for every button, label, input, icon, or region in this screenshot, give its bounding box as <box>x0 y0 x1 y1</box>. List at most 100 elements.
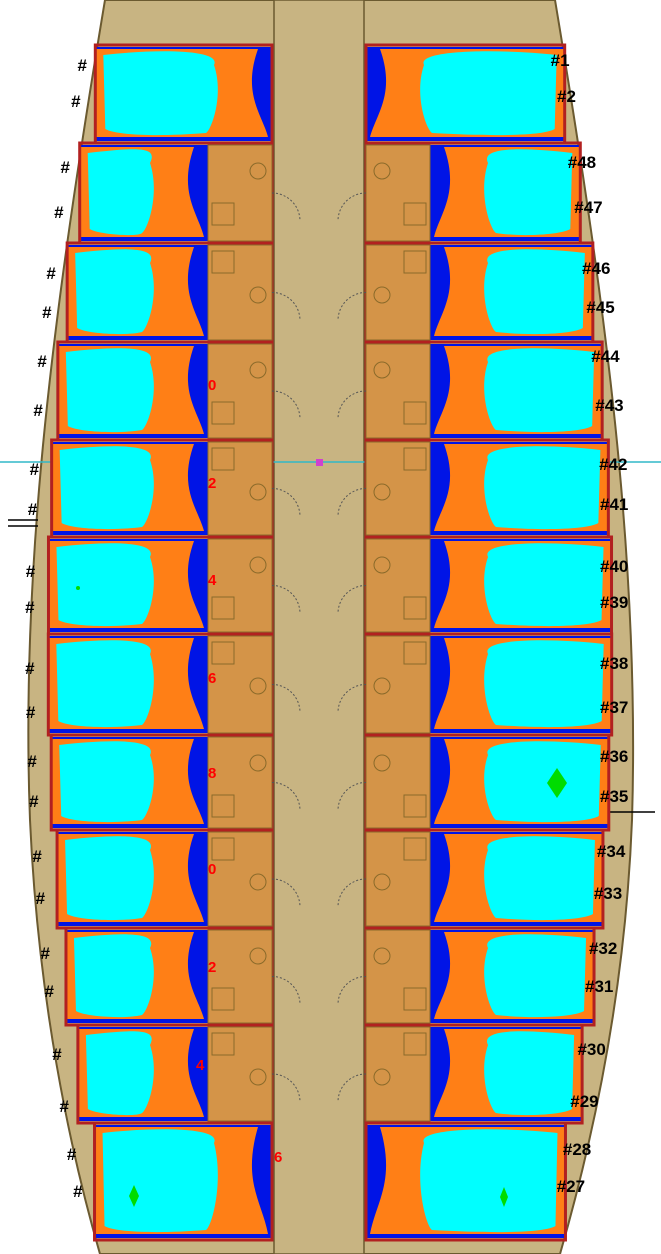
toilet-right <box>373 483 391 501</box>
red-section-number: 2 <box>208 475 216 492</box>
left-room-label: # <box>59 1097 69 1116</box>
toilet-left <box>249 483 267 501</box>
toilet-left <box>249 361 267 379</box>
room-number-label: #44 <box>591 347 620 366</box>
room-number-label: #30 <box>577 1040 605 1059</box>
door-swing-left <box>271 585 301 614</box>
shower-left <box>211 987 235 1011</box>
shower-right <box>403 794 427 818</box>
left-room-label: # <box>28 500 38 519</box>
door-swing-right <box>337 878 367 908</box>
door-swing-right <box>337 192 367 222</box>
left-room-label: # <box>73 1182 83 1201</box>
room-number-label: #31 <box>585 977 613 996</box>
room-number-label: #45 <box>586 298 614 317</box>
shower-right <box>403 250 427 274</box>
bathroom-right <box>365 244 431 341</box>
room-number-label: #27 <box>557 1177 585 1196</box>
door-swing-left <box>271 976 301 1005</box>
bathroom-right <box>365 929 431 1024</box>
cabin-right-zone-cyan <box>484 348 595 433</box>
shower-left <box>211 596 235 620</box>
cabin-right-zone-cyan <box>484 543 604 627</box>
red-section-number: 4 <box>208 572 217 589</box>
room-number-label: #48 <box>568 153 596 172</box>
room-number-label: #36 <box>600 747 628 766</box>
shower-right <box>403 1032 427 1056</box>
door-swing-left <box>271 192 301 222</box>
room-number-label: #2 <box>557 87 576 106</box>
room-number-label: #47 <box>574 198 602 217</box>
left-room-label: # <box>30 460 40 479</box>
room-number-label: #35 <box>600 787 628 806</box>
room-number-label: #28 <box>563 1140 591 1159</box>
toilet-right <box>373 677 391 695</box>
shower-left <box>211 1032 235 1056</box>
door-swing-right <box>337 976 367 1005</box>
toilet-left <box>249 754 267 772</box>
bathroom-right <box>365 441 431 536</box>
toilet-right <box>373 361 391 379</box>
cabin-right-zone-cyan <box>484 1031 575 1116</box>
cabin-left-zone-cyan <box>87 149 154 236</box>
door-swing-right <box>337 488 367 517</box>
room-number-label: #32 <box>589 939 617 958</box>
bathroom-left <box>207 635 273 734</box>
door-swing-right <box>337 1073 367 1103</box>
bathroom-right <box>365 736 431 829</box>
cabin-left-wall <box>93 1121 274 1242</box>
cabin-right-zone-cyan <box>420 1129 558 1233</box>
toilet-right <box>373 873 391 891</box>
bathroom-right <box>365 343 431 439</box>
cabin-left-zone-cyan <box>75 249 154 335</box>
left-room-label: # <box>37 352 47 371</box>
door-swing-right <box>337 585 367 614</box>
green-dot <box>76 586 80 590</box>
cabin-right-zone-cyan <box>484 836 595 921</box>
toilet-right <box>373 556 391 574</box>
room-number-label: #41 <box>600 495 628 514</box>
door-swing-right <box>337 390 367 420</box>
bathroom-right <box>365 831 431 927</box>
toilet-left <box>249 873 267 891</box>
toilet-left <box>249 286 267 304</box>
door-swing-left <box>271 292 301 321</box>
cabin-left-zone-cyan <box>59 446 154 530</box>
door-swing-right <box>337 292 367 321</box>
cabin-left-zone-cyan <box>59 741 154 823</box>
left-room-label: # <box>26 703 36 722</box>
bathroom-left <box>207 144 273 242</box>
green-spot-large <box>547 768 567 798</box>
cabin-right-zone-cyan <box>484 640 604 728</box>
shower-right <box>403 837 427 861</box>
toilet-right <box>373 947 391 965</box>
cabin-left-zone-cyan <box>65 836 154 921</box>
room-number-label: #46 <box>582 259 610 278</box>
cabin-left-zone-cyan <box>56 640 154 728</box>
cabin-left-zone-cyan <box>73 934 154 1018</box>
left-room-label: # <box>36 889 46 908</box>
room-number-label: #39 <box>600 593 628 612</box>
room-number-label: #34 <box>597 842 626 861</box>
door-swing-left <box>271 488 301 517</box>
cabin-right-zone-cyan <box>484 249 585 335</box>
room-number-label: #42 <box>599 455 627 474</box>
toilet-right <box>373 162 391 180</box>
bathroom-left <box>207 538 273 633</box>
shower-right <box>403 596 427 620</box>
cabin-right-zone-cyan <box>484 934 587 1018</box>
shower-left <box>211 794 235 818</box>
left-room-label: # <box>45 982 55 1001</box>
cabin-left-zone-cyan <box>85 1031 154 1116</box>
red-section-number: 2 <box>208 959 216 976</box>
guide-marker <box>316 459 323 466</box>
shower-right <box>403 447 427 471</box>
toilet-left <box>249 162 267 180</box>
room-number-label: #33 <box>594 884 622 903</box>
shower-left <box>211 202 235 226</box>
shower-right <box>403 401 427 425</box>
door-swing-right <box>337 684 367 713</box>
green-spot-right <box>500 1187 508 1207</box>
toilet-right <box>373 286 391 304</box>
left-room-label: # <box>25 659 35 678</box>
